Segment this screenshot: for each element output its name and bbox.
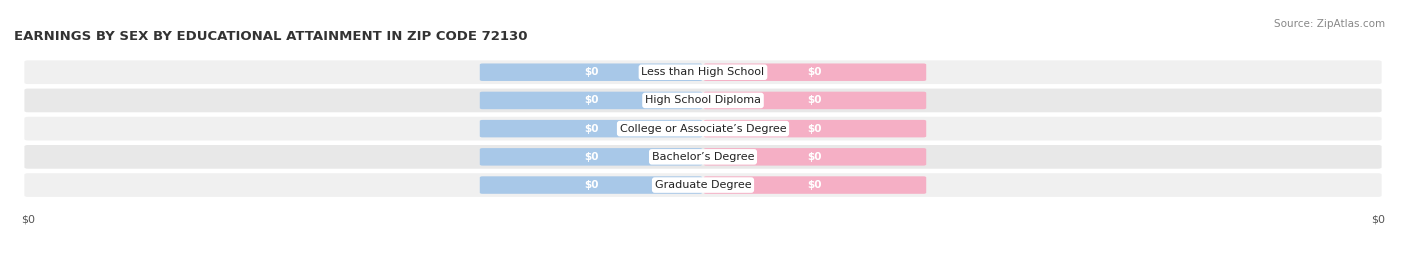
FancyBboxPatch shape	[479, 64, 703, 81]
FancyBboxPatch shape	[24, 117, 1382, 140]
Text: High School Diploma: High School Diploma	[645, 95, 761, 105]
FancyBboxPatch shape	[703, 92, 927, 109]
FancyBboxPatch shape	[24, 145, 1382, 169]
FancyBboxPatch shape	[479, 92, 703, 109]
FancyBboxPatch shape	[479, 176, 703, 194]
Text: EARNINGS BY SEX BY EDUCATIONAL ATTAINMENT IN ZIP CODE 72130: EARNINGS BY SEX BY EDUCATIONAL ATTAINMEN…	[14, 29, 527, 43]
Text: $0: $0	[583, 95, 599, 105]
Text: Source: ZipAtlas.com: Source: ZipAtlas.com	[1274, 19, 1385, 29]
Text: $0: $0	[807, 152, 823, 162]
Text: $0: $0	[583, 180, 599, 190]
FancyBboxPatch shape	[24, 89, 1382, 112]
Text: $0: $0	[583, 67, 599, 77]
Legend: Male, Female: Male, Female	[643, 267, 763, 268]
Text: $0: $0	[807, 180, 823, 190]
FancyBboxPatch shape	[703, 120, 927, 137]
Text: Less than High School: Less than High School	[641, 67, 765, 77]
FancyBboxPatch shape	[24, 173, 1382, 197]
Text: Graduate Degree: Graduate Degree	[655, 180, 751, 190]
Text: Bachelor’s Degree: Bachelor’s Degree	[652, 152, 754, 162]
Text: College or Associate’s Degree: College or Associate’s Degree	[620, 124, 786, 134]
Text: $0: $0	[807, 95, 823, 105]
Text: $0: $0	[807, 67, 823, 77]
Text: $0: $0	[583, 124, 599, 134]
FancyBboxPatch shape	[703, 64, 927, 81]
FancyBboxPatch shape	[479, 120, 703, 137]
FancyBboxPatch shape	[703, 148, 927, 166]
Text: $0: $0	[583, 152, 599, 162]
FancyBboxPatch shape	[703, 176, 927, 194]
FancyBboxPatch shape	[24, 60, 1382, 84]
Text: $0: $0	[807, 124, 823, 134]
FancyBboxPatch shape	[479, 148, 703, 166]
